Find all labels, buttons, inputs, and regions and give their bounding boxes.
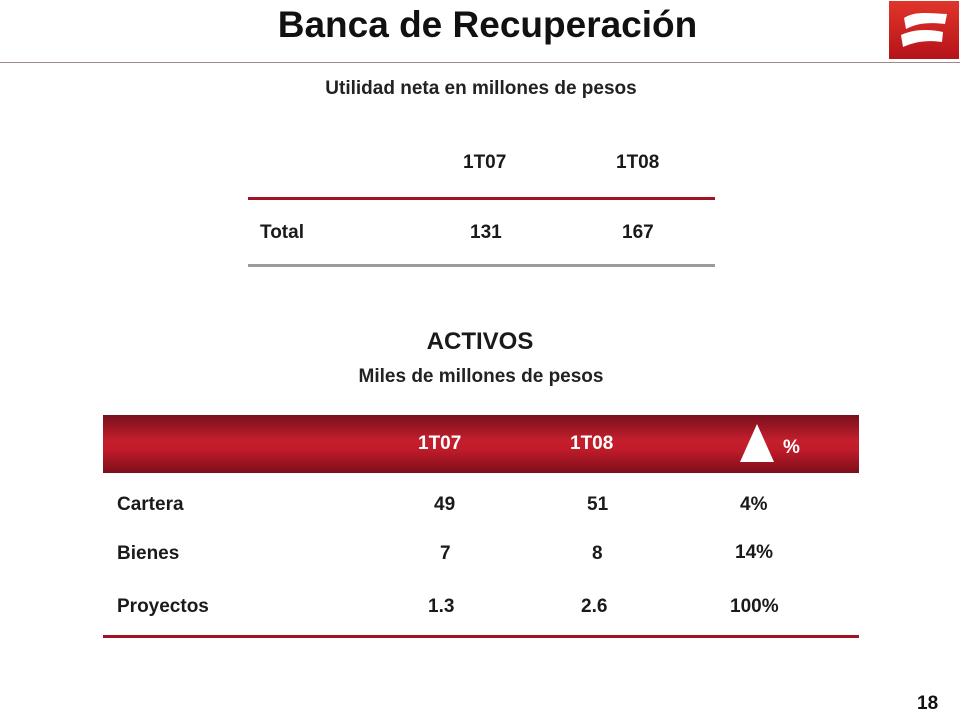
page-number: 18 <box>917 693 939 714</box>
page-title: Banca de Recuperación <box>277 4 698 45</box>
activos-subtitle: Miles de millones de pesos <box>358 366 604 387</box>
utilidad-subtitle: Utilidad neta en millones de pesos <box>325 78 637 99</box>
activos-row-v2: 51 <box>587 494 609 515</box>
activos-row-pct: 14% <box>735 542 774 563</box>
title-divider <box>0 62 960 63</box>
utilidad-value-1t07: 131 <box>470 222 502 243</box>
activos-col-1t07: 1T07 <box>418 433 462 454</box>
activos-title: ACTIVOS <box>426 328 534 355</box>
activos-row-label: Proyectos <box>117 596 209 617</box>
utilidad-row-label: Total <box>260 222 304 243</box>
utilidad-bottom-rule <box>248 264 715 267</box>
activos-row-v1: 7 <box>440 543 451 564</box>
delta-triangle-icon <box>740 424 774 462</box>
activos-row-v1: 1.3 <box>428 596 455 617</box>
utilidad-top-rule <box>248 197 715 200</box>
activos-col-1t08: 1T08 <box>570 433 614 454</box>
activos-row-pct: 100% <box>730 596 779 617</box>
activos-row-pct: 4% <box>740 494 768 515</box>
utilidad-col-1t08: 1T08 <box>616 152 660 173</box>
activos-row-v1: 49 <box>434 494 456 515</box>
activos-row-v2: 2.6 <box>581 596 608 617</box>
utilidad-value-1t08: 167 <box>622 222 654 243</box>
activos-bottom-rule <box>103 635 859 638</box>
activos-col-pct: % <box>783 437 800 458</box>
activos-row-v2: 8 <box>592 543 603 564</box>
activos-header-band <box>103 415 859 473</box>
utilidad-col-1t07: 1T07 <box>463 152 507 173</box>
activos-row-label: Cartera <box>117 494 184 515</box>
activos-row-label: Bienes <box>117 543 180 564</box>
banorte-logo-icon <box>889 1 959 59</box>
